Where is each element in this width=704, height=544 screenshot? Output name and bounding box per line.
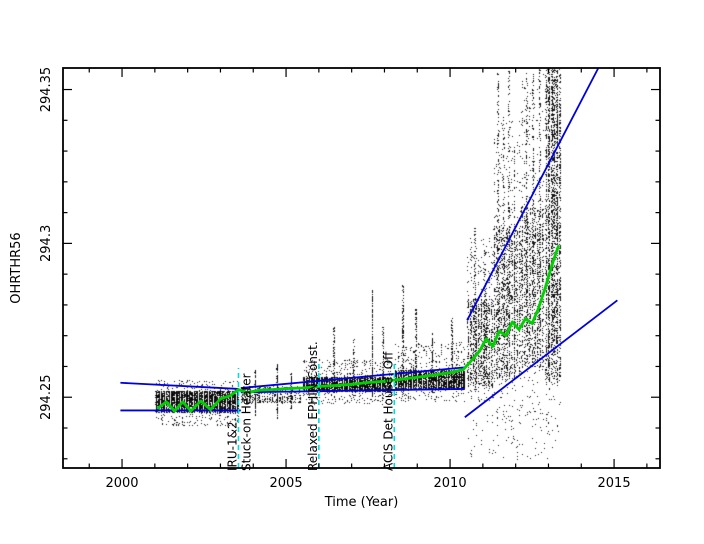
chart-render-root: IRU-1&2 Stuck-on Heater Relaxed EPHIN Cons… bbox=[39, 67, 661, 491]
event-label: ACIS Det House. Off bbox=[381, 351, 395, 471]
event-label: Relaxed EPHIN Const. bbox=[306, 341, 320, 471]
event-markers: IRU-1&2 Stuck-on Heater Relaxed EPHIN Cons… bbox=[225, 341, 395, 471]
event-label: Stuck-on Heater bbox=[239, 373, 253, 471]
envelope-line bbox=[240, 366, 465, 389]
event-label: IRU-1&2 bbox=[225, 421, 239, 471]
envelope-line bbox=[466, 67, 600, 321]
y-tick-label: 294.35 bbox=[39, 67, 54, 113]
y-tick-label: 294.3 bbox=[39, 225, 54, 262]
envelope-lines bbox=[120, 67, 618, 418]
x-tick-label: 2010 bbox=[434, 476, 467, 491]
y-tick-label: 294.25 bbox=[39, 374, 54, 420]
envelope-line bbox=[240, 388, 465, 394]
trend-line bbox=[156, 245, 560, 413]
y-axis-title: OHRTHR56 bbox=[9, 232, 24, 303]
tick-marks bbox=[63, 68, 660, 468]
x-tick-label: 2005 bbox=[270, 476, 303, 491]
x-axis-title: Time (Year) bbox=[324, 495, 399, 510]
axes-frame bbox=[62, 67, 661, 469]
envelope-line bbox=[120, 381, 239, 390]
tick-labels: 2000 2005 2010 2015 294.25 294.3 294.35 bbox=[39, 67, 631, 491]
x-tick-label: 2000 bbox=[105, 476, 138, 491]
x-tick-label: 2015 bbox=[598, 476, 631, 491]
envelope-line bbox=[464, 299, 618, 418]
